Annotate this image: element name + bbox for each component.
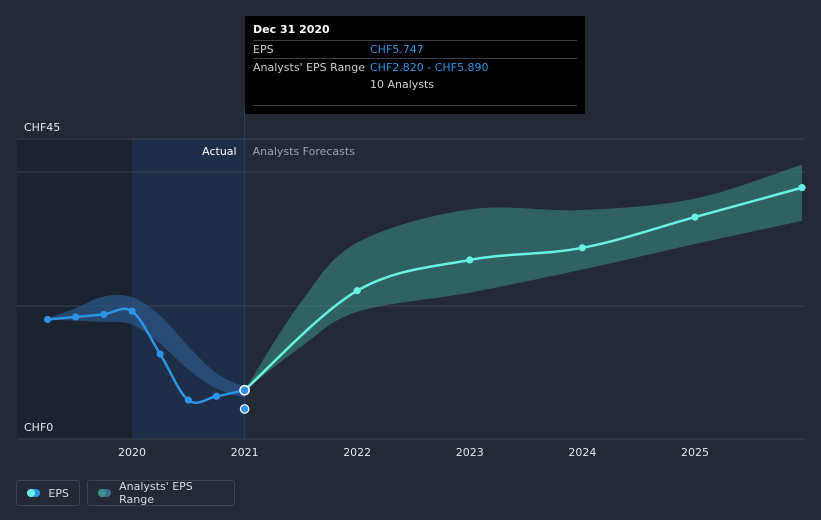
legend-eps-label: EPS [48,486,69,500]
x-tick-label-2021: 2021 [231,446,259,459]
forecast-point-3 [691,213,699,221]
tooltip-range-high: CHF5.890 [434,61,489,74]
forecast-point-1 [466,256,474,264]
past-eps-range-band [47,294,245,398]
x-tick-label-2024: 2024 [568,446,596,459]
analyst-eps-range-band [244,164,802,391]
tooltip-range-low: CHF2.820 [370,61,424,74]
y-tick-label-top: CHF45 [24,121,60,134]
range-swatch-icon [98,489,112,497]
selected-low-marker [239,404,250,414]
actual-label: Actual [202,145,236,158]
legend-eps[interactable]: EPS [16,480,80,506]
legend-analysts-range[interactable]: Analysts' EPS Range [87,480,235,506]
tooltip-divider [253,105,577,106]
tooltip-analysts-row: 10 Analysts [253,76,577,93]
eps-point-6 [212,392,221,400]
tooltip-range-value: CHF2.820 - CHF5.890 [370,61,489,74]
eps-point-5 [184,396,192,404]
x-tick-label-2022: 2022 [343,446,371,459]
tooltip-date: Dec 31 2020 [253,23,330,36]
eps-point-2 [100,310,108,318]
tooltip-eps-row: EPS CHF5.747 [253,40,577,58]
tooltip-range-separator: - [423,61,435,74]
tooltip-range-label: Analysts' EPS Range [253,61,366,74]
x-tick-label-2020: 2020 [118,446,146,459]
legend-range-label: Analysts' EPS Range [119,480,193,506]
past-region-shade [17,139,132,439]
eps-swatch-icon [27,489,41,497]
x-tick-label-2025: 2025 [681,446,709,459]
tooltip-analysts: 10 Analysts [370,78,435,91]
eps-point-3 [128,307,136,315]
eps-point-0 [43,315,52,324]
eps-point-4 [156,350,164,358]
tooltip-range-row: Analysts' EPS Range CHF2.820 - CHF5.890 [253,58,577,76]
x-tick-label-2023: 2023 [456,446,484,459]
eps-point-1 [72,313,80,321]
tooltip-eps-label: EPS [253,43,274,56]
tooltip-eps-value: CHF5.747 [370,43,424,56]
data-tooltip: Dec 31 2020 EPS CHF5.747 Analysts' EPS R… [245,16,585,114]
forecast-line [243,186,803,392]
y-tick-label-bottom: CHF0 [24,421,53,434]
forecast-label: Analysts Forecasts [253,145,356,158]
selected-eps-marker [239,384,250,396]
forecast-point-0 [353,287,361,295]
forecast-point-2 [578,244,587,252]
forecast-point-4 [798,184,806,192]
